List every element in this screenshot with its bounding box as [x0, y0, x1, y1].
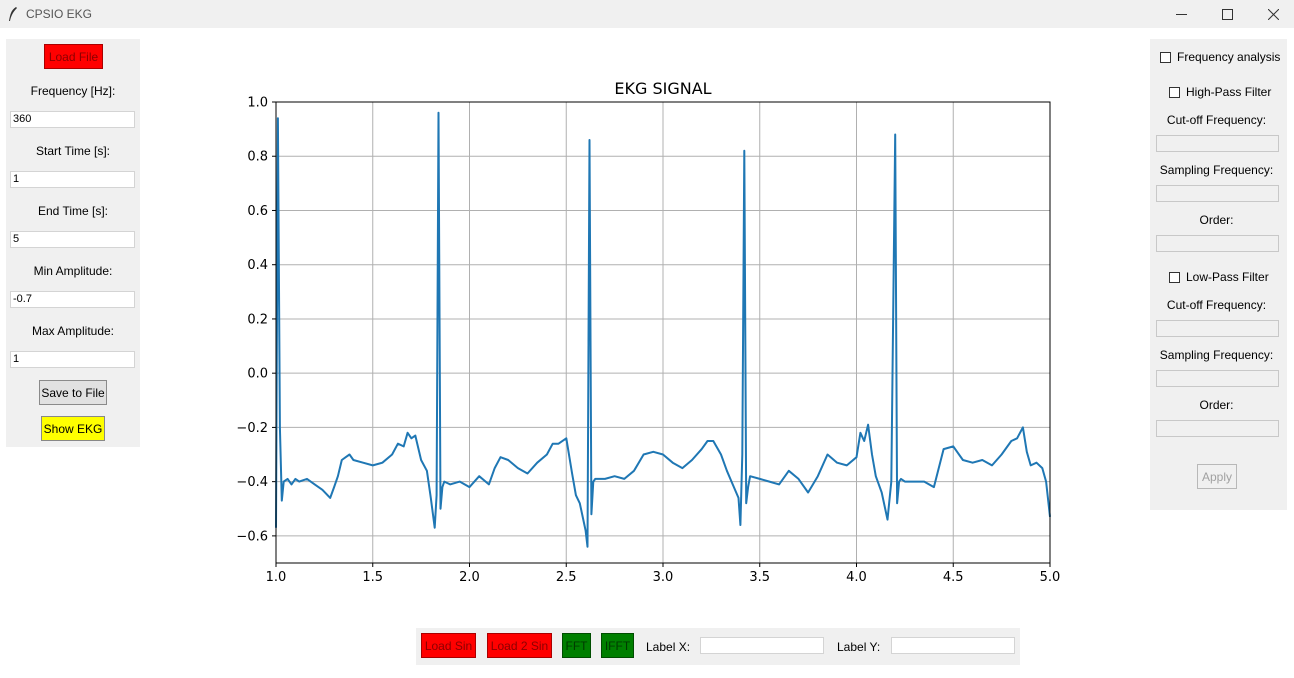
max-amplitude-input[interactable]: 1 — [10, 351, 135, 368]
y-tick-label: −0.4 — [236, 475, 268, 490]
hp-cutoff-label: Cut-off Frequency: — [1166, 113, 1267, 127]
maximize-icon — [1221, 8, 1233, 20]
y-tick-label: 1.0 — [247, 96, 268, 111]
x-tick-label: 1.5 — [362, 570, 383, 582]
plot-frame — [275, 101, 1051, 564]
ekg-chart: 1.0 1.5 2.0 2.5 3.0 3.5 4.0 4.5 5.0 −0.6 −0.4 −0.2… — [236, 79, 1061, 582]
label-y-input[interactable] — [891, 637, 1015, 654]
frequency-analysis-checkbox[interactable]: Frequency analysis — [1160, 50, 1280, 64]
ekg-series-line — [275, 111, 1051, 548]
y-tick-label: −0.2 — [236, 421, 268, 436]
min-amplitude-label: Min Amplitude: — [33, 264, 113, 278]
hp-order-input[interactable] — [1156, 235, 1279, 252]
checkbox-box-icon — [1160, 51, 1171, 63]
lp-sampling-label: Sampling Frequency: — [1159, 348, 1274, 362]
minimize-button[interactable] — [1158, 0, 1204, 28]
apply-button[interactable]: Apply — [1197, 464, 1237, 489]
minimize-icon — [1175, 13, 1187, 15]
save-to-file-button[interactable]: Save to File — [39, 380, 107, 405]
load-2-sin-button[interactable]: Load 2 Sin — [487, 633, 552, 658]
x-tick-label: 3.5 — [749, 570, 770, 582]
y-tick-label: 0.8 — [247, 150, 268, 165]
label-x-input[interactable] — [700, 637, 824, 654]
hp-sampling-label: Sampling Frequency: — [1159, 163, 1274, 177]
y-tick-label: 0.0 — [247, 367, 268, 382]
title-bar: CPSIO EKG — [0, 0, 1294, 28]
y-tick-label: 0.4 — [247, 258, 268, 273]
chart-title: EKG SIGNAL — [614, 79, 711, 98]
feather-icon — [9, 7, 17, 21]
lp-sampling-input[interactable] — [1156, 370, 1279, 387]
high-pass-checkbox[interactable]: High-Pass Filter — [1169, 85, 1271, 99]
hp-order-label: Order: — [1199, 213, 1234, 227]
x-tick-label: 1.0 — [266, 570, 287, 582]
chart-grid — [275, 101, 1051, 563]
load-sin-button[interactable]: Load Sin — [421, 633, 476, 658]
checkbox-box-icon — [1169, 271, 1180, 283]
ifft-button[interactable]: IFFT — [601, 633, 634, 658]
lp-order-label: Order: — [1199, 398, 1234, 412]
min-amplitude-input[interactable]: -0.7 — [10, 291, 135, 308]
close-button[interactable] — [1250, 0, 1294, 28]
x-tick-labels: 1.0 1.5 2.0 2.5 3.0 3.5 4.0 4.5 5.0 — [266, 563, 1061, 582]
high-pass-label: High-Pass Filter — [1186, 85, 1272, 99]
start-time-label: Start Time [s]: — [35, 144, 110, 158]
low-pass-checkbox[interactable]: Low-Pass Filter — [1169, 270, 1269, 284]
window-title: CPSIO EKG — [26, 7, 93, 21]
frequency-label: Frequency [Hz]: — [30, 84, 116, 98]
lp-cutoff-label: Cut-off Frequency: — [1166, 298, 1267, 312]
checkbox-box-icon — [1169, 86, 1180, 98]
max-amplitude-label: Max Amplitude: — [31, 324, 115, 338]
hp-sampling-input[interactable] — [1156, 185, 1279, 202]
y-tick-labels: −0.6 −0.4 −0.2 0.0 0.2 0.4 0.6 0.8 1.0 — [236, 96, 276, 544]
end-time-input[interactable]: 5 — [10, 231, 135, 248]
end-time-label: End Time [s]: — [37, 204, 109, 218]
low-pass-label: Low-Pass Filter — [1186, 270, 1269, 284]
x-tick-label: 2.5 — [556, 570, 577, 582]
lp-cutoff-input[interactable] — [1156, 320, 1279, 337]
x-tick-label: 4.5 — [943, 570, 964, 582]
y-tick-label: 0.6 — [247, 204, 268, 219]
left-control-panel: Load File Frequency [Hz]: 360 Start Time… — [6, 39, 140, 447]
fft-button[interactable]: FFT — [562, 633, 591, 658]
frequency-input[interactable]: 360 — [10, 111, 135, 128]
x-tick-label: 4.0 — [846, 570, 867, 582]
x-tick-label: 5.0 — [1040, 570, 1061, 582]
maximize-button[interactable] — [1204, 0, 1250, 28]
bottom-toolbar: Load Sin Load 2 Sin FFT IFFT Label X: La… — [416, 628, 1020, 665]
lp-order-input[interactable] — [1156, 420, 1279, 437]
hp-cutoff-input[interactable] — [1156, 135, 1279, 152]
label-x-label: Label X: — [646, 640, 691, 654]
start-time-input[interactable]: 1 — [10, 171, 135, 188]
frequency-analysis-label: Frequency analysis — [1177, 50, 1281, 64]
y-tick-label: −0.6 — [236, 529, 268, 544]
label-y-label: Label Y: — [837, 640, 881, 654]
close-icon — [1267, 8, 1279, 20]
right-filter-panel: Frequency analysis High-Pass Filter Cut-… — [1150, 39, 1287, 510]
x-tick-label: 2.0 — [459, 570, 480, 582]
load-file-button[interactable]: Load File — [44, 44, 103, 69]
show-ekg-button[interactable]: Show EKG — [41, 416, 105, 441]
x-tick-label: 3.0 — [653, 570, 674, 582]
y-tick-label: 0.2 — [247, 312, 268, 327]
